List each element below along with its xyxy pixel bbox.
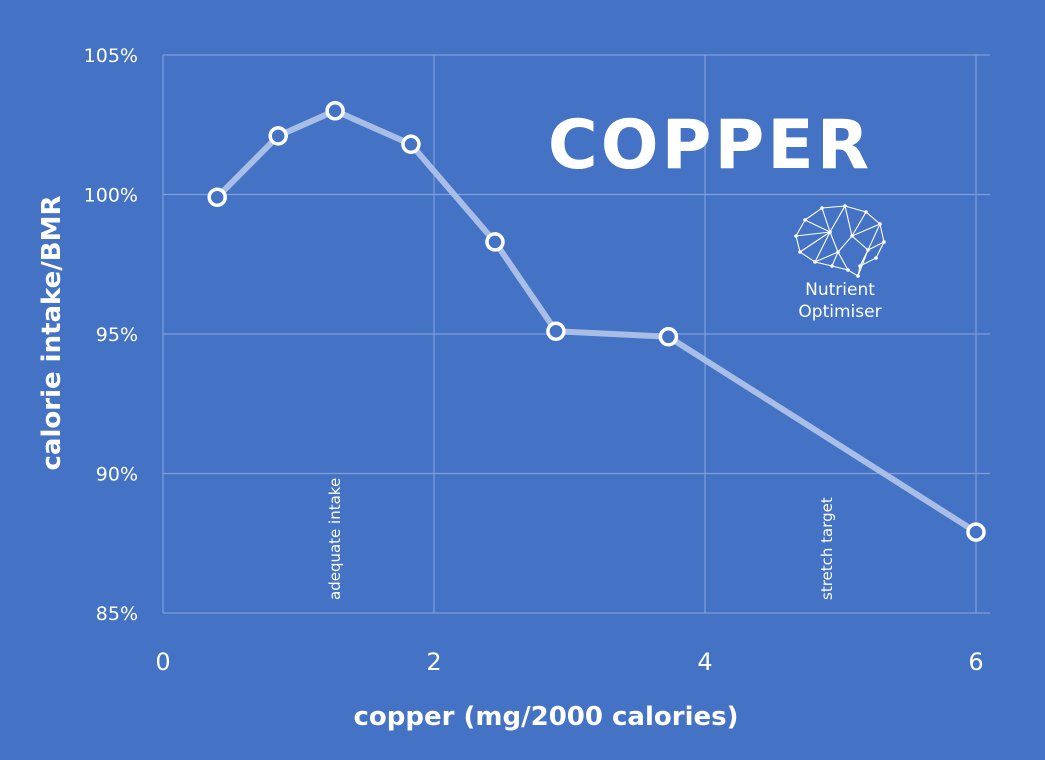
data-point — [401, 134, 421, 155]
x-axis-title: copper (mg/2000 calories) — [354, 702, 739, 732]
y-ticks: 85% 90% 95% 100% 105% — [84, 45, 138, 625]
chart-title: COPPER — [548, 106, 872, 185]
annotations: adequate intake stretch target — [326, 478, 836, 600]
annotation-label: adequate intake — [326, 478, 344, 600]
y-tick-label: 85% — [96, 603, 138, 625]
logo: Nutrient Optimiser — [794, 204, 886, 322]
series-line — [214, 107, 979, 536]
series — [207, 101, 986, 542]
brain-network-icon — [795, 204, 885, 277]
data-point — [546, 321, 566, 341]
y-axis-title: calorie intake/BMR — [37, 196, 67, 471]
data-point — [325, 101, 345, 121]
y-tick-label: 100% — [84, 185, 138, 207]
logo-text-line2: Optimiser — [798, 302, 881, 322]
y-tick-label: 105% — [84, 45, 138, 67]
grid — [162, 54, 990, 614]
data-point — [966, 522, 986, 542]
data-point — [658, 327, 679, 347]
data-point — [207, 187, 227, 208]
x-tick-label: 2 — [426, 648, 441, 676]
x-ticks: 0 2 4 6 — [155, 648, 983, 676]
logo-text-line1: Nutrient — [805, 280, 875, 300]
x-tick-label: 0 — [155, 648, 170, 676]
x-tick-label: 6 — [968, 648, 983, 676]
data-point — [268, 126, 288, 146]
y-tick-label: 90% — [96, 464, 138, 486]
y-tick-label: 95% — [96, 324, 138, 346]
x-tick-label: 4 — [697, 648, 712, 676]
data-point — [485, 232, 505, 252]
annotation-label: stretch target — [818, 497, 836, 600]
